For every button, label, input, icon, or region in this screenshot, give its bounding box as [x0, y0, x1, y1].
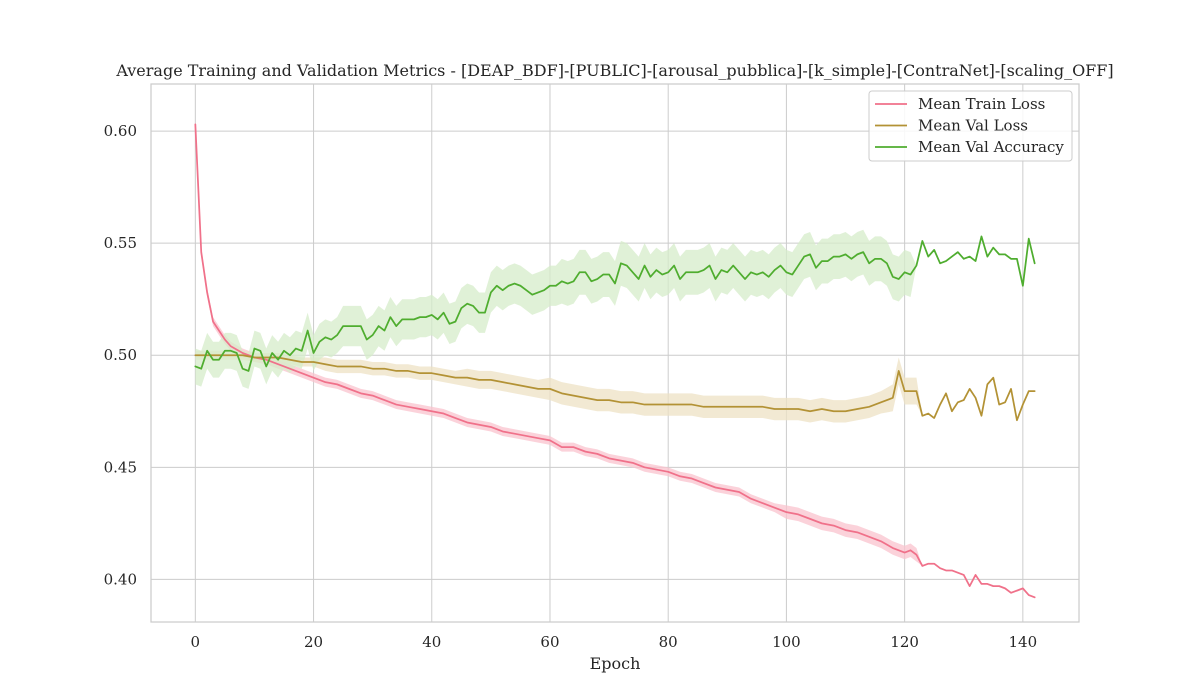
y-tick-label: 0.50	[104, 346, 137, 364]
plot-frame	[150, 83, 1080, 623]
x-tick-label: 0	[191, 633, 201, 651]
tick-labels: 0 20 40 60 80 100 120 140 0.40 0.45 0.50 0.55 0.60	[104, 122, 1038, 651]
x-tick-label: 40	[422, 633, 441, 651]
legend-label-mean-val-accuracy: Mean Val Accuracy	[918, 138, 1064, 156]
series-lines	[194, 123, 1036, 599]
mean-val-accuracy-band	[195, 229, 1035, 389]
y-tick-label: 0.60	[104, 122, 137, 140]
mean-val-loss-band	[195, 350, 1035, 423]
mean-val-loss-line	[194, 354, 1036, 422]
confidence-bands	[195, 119, 1035, 598]
legend-label-mean-train-loss: Mean Train Loss	[918, 95, 1045, 113]
x-tick-label: 80	[659, 633, 678, 651]
x-tick-label: 100	[772, 633, 801, 651]
chart-title: Average Training and Validation Metrics …	[115, 61, 1113, 80]
x-tick-label: 60	[540, 633, 559, 651]
x-tick-label: 120	[890, 633, 919, 651]
y-tick-label: 0.55	[104, 234, 137, 252]
y-tick-label: 0.45	[104, 458, 137, 476]
mean-train-loss-line	[194, 123, 1036, 599]
legend: Mean Train Loss Mean Val Loss Mean Val Acc…	[868, 90, 1073, 162]
legend-box	[868, 90, 1073, 162]
x-tick-label: 20	[304, 633, 323, 651]
x-tick-label: 140	[1009, 633, 1038, 651]
x-axis-label: Epoch	[590, 654, 641, 673]
mean-val-accuracy-line	[194, 235, 1036, 372]
legend-label-mean-val-loss: Mean Val Loss	[918, 117, 1028, 135]
legend-items: Mean Train Loss Mean Val Loss Mean Val Acc…	[875, 95, 1064, 156]
y-tick-label: 0.40	[104, 570, 137, 588]
